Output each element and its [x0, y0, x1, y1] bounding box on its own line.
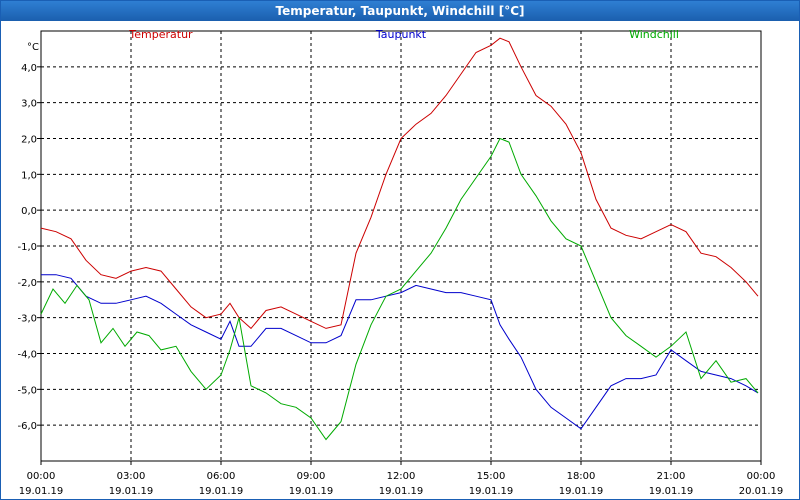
x-tick-date-label: 19.01.19 [649, 486, 694, 497]
x-tick-time-label: 09:00 [297, 471, 326, 482]
x-tick-date-label: 19.01.19 [379, 486, 424, 497]
x-tick-date-label: 20.01.19 [739, 486, 784, 497]
y-tick-label: -2,0 [17, 278, 37, 289]
x-tick-time-label: 00:00 [27, 471, 56, 482]
chart-plot: -6,0 -5,0 -4,0 -3,0 -2,0 -1,0 0,0 1,0 2,0 3,0 4,0 0… [17, 28, 784, 497]
x-tick-time-label: 03:00 [117, 471, 146, 482]
y-tick-label: -5,0 [17, 385, 37, 396]
y-tick-label: -4,0 [17, 350, 37, 361]
series-line-taupunkt [41, 274, 759, 430]
y-tick-label: -6,0 [17, 421, 37, 432]
x-tick-date-label: 19.01.19 [469, 486, 514, 497]
y-tick-label: -1,0 [17, 242, 37, 253]
y-tick-label: 3,0 [21, 99, 37, 110]
series-line-temperatur [40, 37, 759, 330]
legend-label-taupunkt: Taupunkt [375, 28, 427, 41]
y-tick-label: 0,0 [21, 206, 37, 217]
series-line-windchill [40, 137, 759, 441]
y-tick-label: 4,0 [21, 63, 37, 74]
x-tick-time-label: 12:00 [387, 471, 416, 482]
x-tick-date-label: 19.01.19 [289, 486, 334, 497]
legend-label-windchill: Windchill [629, 28, 679, 41]
y-tick-label: -3,0 [17, 314, 37, 325]
x-tick-date-label: 19.01.19 [559, 486, 604, 497]
x-tick-time-label: 00:00 [747, 471, 776, 482]
x-tick-time-label: 15:00 [477, 471, 506, 482]
x-tick-date-label: 19.01.19 [19, 486, 64, 497]
x-tick-time-label: 21:00 [657, 471, 686, 482]
x-tick-date-label: 19.01.19 [109, 486, 154, 497]
x-tick-date-label: 19.01.19 [199, 486, 244, 497]
y-tick-label: 2,0 [21, 135, 37, 146]
legend-label-temperatur: Temperatur [128, 28, 193, 41]
window-title: Temperatur, Taupunkt, Windchill [°C] [1, 1, 799, 21]
x-tick-time-label: 18:00 [567, 471, 596, 482]
y-axis-unit-label: °C [27, 42, 39, 53]
x-tick-time-label: 06:00 [207, 471, 236, 482]
y-tick-label: 1,0 [21, 170, 37, 181]
